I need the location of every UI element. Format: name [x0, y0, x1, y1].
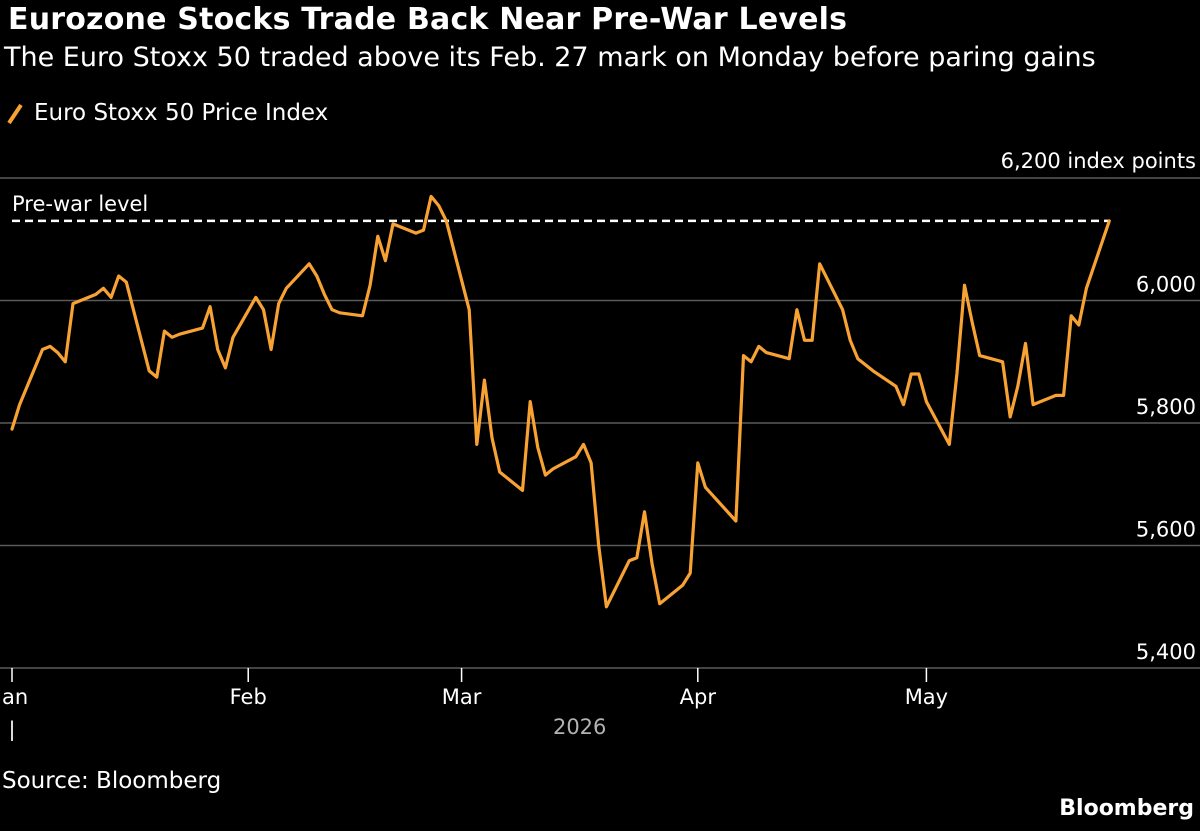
x-tick-label: Apr: [680, 685, 717, 709]
y-tick-label: 6,000: [1136, 273, 1196, 297]
x-year-marker: |: [9, 717, 16, 741]
y-tick-label: 5,600: [1136, 518, 1196, 542]
series-layer: [10, 194, 1111, 609]
axis-layer: 6,200 index points 6,000 5,800 5,600 5,400 Ja…: [0, 149, 1196, 741]
legend-label: Euro Stoxx 50 Price Index: [34, 100, 329, 126]
x-year-label: 2026: [553, 715, 606, 739]
chart-subtitle: The Euro Stoxx 50 traded above its Feb. …: [4, 42, 1096, 73]
source-note: Source: Bloomberg: [2, 768, 222, 794]
reference-layer: Pre-war level: [12, 192, 1110, 223]
y-tick-label: 5,400: [1136, 640, 1196, 664]
legend-swatch-icon: [7, 103, 23, 125]
reference-line-label: Pre-war level: [12, 192, 148, 216]
grid-layer: [0, 177, 1200, 669]
chart-title: Eurozone Stocks Trade Back Near Pre-War …: [8, 2, 848, 37]
series-line-0: [10, 194, 1111, 609]
legend-swatch-line: [7, 103, 23, 125]
x-tick-label: Feb: [230, 685, 267, 709]
x-tick-label: May: [905, 685, 948, 709]
y-tick-label: 5,800: [1136, 395, 1196, 419]
x-tick-label: Mar: [442, 685, 482, 709]
x-tick-label: Jan: [0, 685, 28, 709]
legend: Euro Stoxx 50 Price Index: [4, 98, 328, 128]
bloomberg-logo: Bloomberg: [1059, 796, 1194, 821]
y-axis-unit-label: 6,200 index points: [1001, 149, 1196, 173]
